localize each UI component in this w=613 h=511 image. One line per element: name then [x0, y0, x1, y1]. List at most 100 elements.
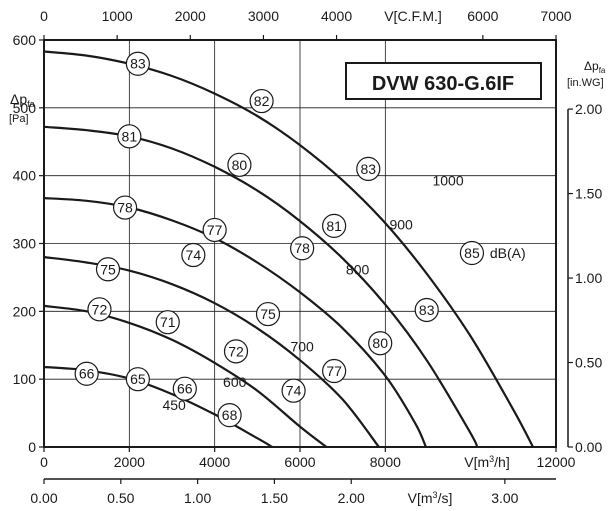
noise-level-marker: [223, 339, 249, 364]
noise-level-label: 77: [326, 363, 342, 379]
x-bottom-tick-label: 2000: [114, 454, 145, 470]
x-secondary-tick-label: 0.00: [30, 490, 57, 506]
y-left-tick-label: 200: [13, 303, 37, 319]
noise-level-marker: [322, 213, 347, 238]
noise-level-marker: [414, 297, 439, 323]
noise-level-marker: [356, 156, 381, 181]
noise-level-label: 74: [286, 383, 302, 399]
speed-label: 1000: [432, 172, 463, 188]
noise-level-label: 83: [130, 56, 146, 72]
noise-level-marker: [155, 310, 180, 335]
x-top-tick-label: 1000: [102, 8, 133, 24]
y-right-axis-label: Δpfa: [584, 59, 606, 75]
chart-title-box: DVW 630-G.6IF: [345, 62, 542, 100]
x-top-tick-label: 4000: [321, 8, 352, 24]
noise-level-label: 75: [100, 261, 116, 277]
y-right-tick-label: 0.50: [575, 355, 602, 371]
y-left-tick-label: 400: [13, 168, 37, 184]
y-right-axis-unit: [in.WG]: [567, 77, 604, 89]
chart-title: DVW 630-G.6IF: [372, 73, 514, 95]
x-bottom-tick-label: 8000: [370, 454, 401, 470]
noise-level-label: 82: [254, 93, 270, 109]
y-left-tick-label: 600: [13, 32, 37, 48]
noise-level-label: 71: [160, 314, 176, 330]
fan-curve-700: [43, 256, 380, 448]
x-secondary-tick-label: 1.00: [184, 490, 211, 506]
x-secondary-tick-label: 3.00: [491, 490, 518, 506]
noise-level-marker: [125, 51, 150, 76]
y-left-axis-unit: [Pa]: [9, 113, 29, 125]
noise-level-marker: [181, 242, 206, 268]
noise-level-label: 66: [79, 366, 95, 382]
noise-level-label: 78: [117, 200, 133, 216]
noise-level-marker: [227, 152, 252, 177]
noise-level-label: 85: [464, 245, 480, 261]
noise-labels-layer: 83 82 83 85 81 80 81 83 78 77 78 80 75 74 75 77 72 71 72 74…: [74, 51, 485, 428]
noise-unit-label: dB(A): [490, 245, 526, 261]
noise-level-label: 83: [419, 302, 435, 318]
noise-level-label: 81: [122, 128, 138, 144]
fan-curve-900: [43, 125, 479, 448]
noise-level-label: 68: [222, 407, 238, 423]
grid-lines: [44, 40, 556, 447]
noise-level-marker: [74, 361, 99, 386]
speed-label: 700: [290, 339, 314, 355]
y-right-tick-label: 0.00: [575, 439, 602, 455]
noise-level-marker: [125, 367, 150, 392]
x-top-tick-label: 6000: [467, 8, 498, 24]
x-bottom-axis-label: V[m3/h]: [464, 454, 509, 470]
x-secondary-tick-label: 1.50: [261, 490, 288, 506]
noise-level-label: 65: [130, 371, 146, 387]
noise-level-marker: [117, 124, 142, 149]
noise-level-marker: [172, 376, 197, 401]
noise-level-marker: [95, 257, 121, 282]
noise-level-marker: [202, 217, 227, 243]
x-secondary-tick-label: 2.00: [338, 490, 365, 506]
x-top-tick-label: 0: [40, 8, 48, 24]
x-secondary-tick-label: 0.50: [107, 490, 134, 506]
speed-label: 450: [162, 397, 186, 413]
speed-label: 600: [223, 374, 247, 390]
noise-level-label: 66: [177, 381, 193, 397]
noise-level-marker: [217, 403, 242, 428]
y-left-tick-label: 300: [13, 236, 37, 252]
noise-level-marker: [368, 331, 393, 356]
noise-level-label: 72: [92, 301, 108, 317]
y-right-tick-label: 1.50: [575, 186, 602, 202]
x-top-tick-label: 2000: [175, 8, 206, 24]
noise-level-label: 78: [294, 240, 310, 256]
noise-level-marker: [290, 236, 315, 261]
x-bottom-tick-label: 6000: [284, 454, 315, 470]
y-right-tick-label: 2.00: [575, 101, 602, 117]
x-top-tick-label: 7000: [540, 8, 571, 24]
x-bottom-tick-label: 12000: [537, 454, 576, 470]
speed-label: 800: [346, 261, 370, 277]
noise-level-label: 81: [326, 218, 342, 234]
noise-level-label: 80: [232, 157, 248, 173]
noise-level-marker: [112, 195, 138, 220]
y-right-tick-label: 1.00: [575, 270, 602, 286]
noise-level-label: 80: [372, 335, 388, 351]
x-top-tick-label: 3000: [248, 8, 279, 24]
speed-label: 900: [389, 217, 413, 233]
y-left-tick-label: 0: [28, 439, 36, 455]
x-bottom-tick-label: 4000: [199, 454, 230, 470]
noise-level-label: 77: [207, 222, 223, 238]
noise-level-label: 75: [260, 306, 276, 322]
x-bottom-tick-label: 0: [40, 454, 48, 470]
noise-level-marker: [459, 240, 485, 266]
x-top-axis-label: V[C.F.M.]: [384, 8, 442, 24]
y-left-tick-label: 500: [13, 100, 37, 116]
noise-level-marker: [249, 88, 274, 114]
noise-level-marker: [255, 301, 281, 327]
noise-level-label: 74: [186, 247, 202, 263]
y-left-axis-label: Δpfa: [10, 91, 35, 109]
y-left-tick-label: 100: [13, 371, 37, 387]
noise-level-marker: [281, 378, 306, 403]
x-secondary-axis-label: V[m3/s]: [408, 490, 453, 506]
noise-level-label: 72: [228, 343, 244, 359]
speed-labels-layer: 1000 900 800 700 600 450 dB(A): [162, 172, 525, 413]
noise-level-marker: [322, 358, 347, 384]
